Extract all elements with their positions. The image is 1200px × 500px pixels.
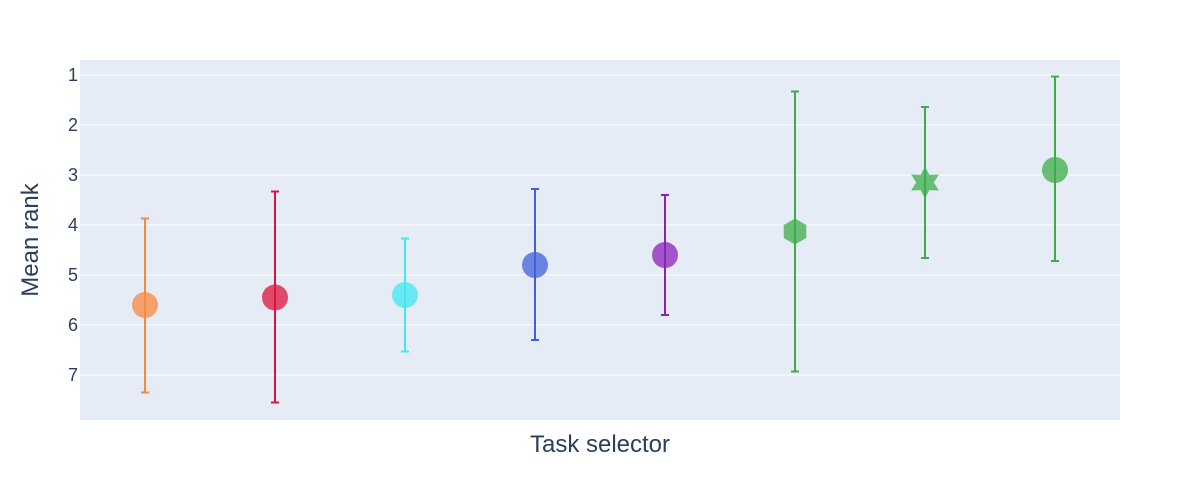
y-tick-label: 1 xyxy=(68,65,78,85)
plot-background xyxy=(80,60,1120,420)
marker-4 xyxy=(522,252,548,278)
marker-8 xyxy=(1042,157,1068,183)
marker-2 xyxy=(262,284,288,311)
grid-layer xyxy=(80,74,1120,376)
y-tick-label: 6 xyxy=(68,315,78,335)
x-axis-title: Task selector xyxy=(530,431,670,458)
marker-7 xyxy=(911,166,939,199)
y-tick-label: 4 xyxy=(68,215,78,235)
markers xyxy=(132,157,1068,318)
marker-3 xyxy=(392,282,418,308)
y-tick-label: 7 xyxy=(68,365,78,385)
y-tick-label: 5 xyxy=(68,265,78,285)
marker-6 xyxy=(783,218,807,245)
y-axis-title: Mean rank xyxy=(17,182,44,296)
y-tick-labels: 1 2 3 4 5 6 7 xyxy=(68,65,78,385)
marker-1 xyxy=(132,292,158,318)
marker-5 xyxy=(652,242,678,268)
y-tick-label: 2 xyxy=(68,115,78,135)
y-tick-label: 3 xyxy=(68,165,78,185)
